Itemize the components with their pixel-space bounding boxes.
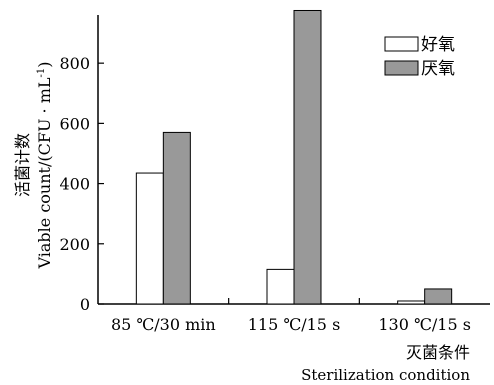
legend-label: 好氧: [421, 35, 455, 55]
y-tick-label: 800: [59, 54, 90, 73]
y-tick-label: 600: [59, 114, 90, 133]
bar-anaerobic: [162, 131, 191, 305]
bar-aerobic: [266, 268, 295, 305]
x-ticks: [228, 298, 360, 304]
x-tick-labels: 85 ℃/30 min 115 ℃/15 s 130 ℃/15 s: [111, 315, 471, 334]
y-tick-label: 0: [80, 295, 90, 314]
x-tick-label: 85 ℃/30 min: [111, 315, 216, 334]
x-tick-label: 130 ℃/15 s: [378, 315, 471, 334]
legend-label: 厌氧: [421, 59, 455, 79]
x-axis-title-cn: 灭菌条件: [406, 343, 470, 362]
bar-aerobic: [135, 172, 164, 305]
legend-swatch: [384, 36, 419, 52]
legend-swatch: [384, 60, 419, 76]
y-ticks: 0 200 400 600 800: [59, 54, 104, 314]
x-axis-title-en: Sterilization condition: [301, 366, 470, 384]
x-tick-label: 115 ℃/15 s: [248, 315, 341, 334]
bar-anaerobic: [293, 9, 322, 305]
y-axis-title-superscript: -1: [36, 68, 47, 78]
y-axis-title-cn: 活菌计数: [13, 133, 32, 197]
y-tick-label: 400: [59, 175, 90, 194]
bar-aerobic: [397, 300, 426, 305]
bar-anaerobic: [424, 288, 453, 305]
bars: [135, 9, 453, 305]
y-tick-label: 200: [59, 235, 90, 254]
y-axis-title: 活菌计数 Viable count/(CFU · mL-1): [13, 62, 54, 270]
y-axis-title-en: Viable count/(CFU · mL-1): [35, 62, 54, 270]
